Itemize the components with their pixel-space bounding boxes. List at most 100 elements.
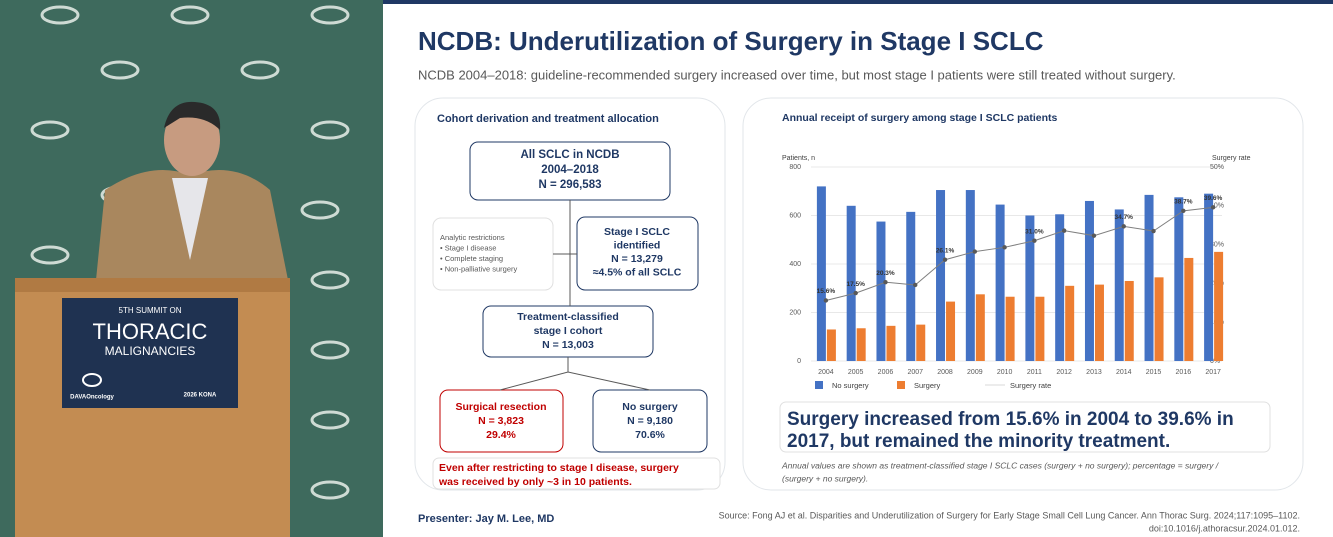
logo-icon (82, 373, 102, 387)
bar (1005, 296, 1015, 361)
panel-title: Cohort derivation and treatment allocati… (437, 113, 659, 125)
legend-swatch (815, 381, 823, 389)
flow-node-text: N = 3,823 (478, 415, 524, 427)
bar (1174, 197, 1184, 361)
bar (965, 190, 975, 361)
podium-text: THORACIC (93, 319, 208, 344)
bar (1184, 257, 1194, 361)
x-tick-label: 2015 (1146, 369, 1162, 376)
rate-marker (1121, 224, 1126, 229)
rate-marker (1181, 208, 1186, 214)
rate-marker (823, 298, 829, 303)
legend-label: No surgery (832, 381, 869, 390)
podium-logo: DAVAOncology (70, 395, 114, 401)
bar (886, 325, 896, 361)
rate-marker (942, 257, 948, 262)
podium-text: MALIGNANCIES (105, 344, 196, 358)
flow-note: was received by only ~3 in 10 patients. (438, 476, 632, 488)
highlight-box (779, 401, 1271, 453)
flow-node-text: 70.6% (635, 429, 665, 441)
flow-node-text: 2004–2018 (541, 164, 599, 176)
flow-node-text: • Non-palliative surgery (440, 264, 517, 273)
bar (1144, 194, 1154, 361)
data-label: 26.1% (936, 247, 955, 254)
rate-marker (883, 280, 888, 285)
rate-marker (1210, 205, 1216, 210)
flow-node-text: Surgical resection (455, 401, 546, 413)
y-tick-label: 0 (797, 358, 801, 365)
podium-sign (62, 298, 238, 408)
bar (946, 301, 956, 361)
flow-node-text: • Complete staging (440, 254, 503, 263)
bar (1154, 277, 1164, 361)
flow-node-text: 29.4% (486, 429, 516, 441)
highlight-text: 2017, but remained the minority treatmen… (787, 431, 1170, 452)
x-tick-label: 2006 (878, 369, 894, 376)
podium-logo: 2026 KONA (184, 393, 217, 399)
y-axis-title: Patients, n (782, 155, 815, 162)
rate-marker (972, 249, 978, 254)
speaker-hair (164, 101, 221, 130)
x-tick-label: 2014 (1116, 369, 1132, 376)
note-box (432, 457, 721, 490)
flow-node-text: N = 296,583 (539, 179, 602, 191)
footnote: Annual values are shown as treatment-cla… (781, 460, 1220, 470)
rate-line (825, 206, 1214, 301)
legend-swatch (897, 381, 905, 389)
bar (975, 294, 985, 361)
bar (846, 205, 856, 361)
bar (1035, 296, 1045, 361)
y2-tick-label: 30% (1210, 241, 1224, 248)
flow-node-text: All SCLC in NCDB (520, 149, 619, 161)
flow-node-text: • Stage I disease (440, 243, 496, 252)
rate-marker (1061, 228, 1067, 233)
flow-node-text: Treatment-classified (517, 311, 619, 323)
rate-marker (1032, 238, 1037, 243)
chart-title: Annual receipt of surgery among stage I … (782, 112, 1058, 124)
y-tick-label: 400 (789, 261, 801, 268)
flow-node-text: Stage I SCLC (604, 226, 670, 238)
podium-top (15, 278, 290, 292)
connectors (499, 200, 651, 391)
bar (1214, 251, 1224, 361)
chart-panel (742, 97, 1304, 491)
x-tick-label: 2007 (907, 369, 923, 376)
x-tick-label: 2005 (848, 369, 864, 376)
y2-tick-label: 50% (1210, 164, 1224, 171)
bar (1055, 214, 1065, 361)
x-tick-label: 2016 (1176, 369, 1192, 376)
legend-label: Surgery (914, 381, 941, 390)
flow-node-text: stage I cohort (534, 325, 603, 337)
flow-note: Even after restricting to stage I diseas… (439, 462, 679, 474)
slide-top-bar (383, 0, 1333, 4)
data-label: 31.0% (1025, 228, 1044, 235)
highlight-text: Surgery increased from 15.6% in 2004 to … (787, 409, 1234, 430)
source: doi:10.1016/j.athoracsur.2024.01.012. (1149, 523, 1300, 533)
flow-node-text: No surgery (622, 401, 678, 413)
data-label: 20.3% (876, 270, 895, 277)
x-tick-label: 2004 (818, 369, 834, 376)
flow-node-text: identified (614, 239, 661, 251)
bar (906, 211, 916, 361)
bar (1114, 209, 1124, 361)
data-label: 39.6% (1204, 195, 1223, 202)
flow-node-text: N = 13,003 (542, 339, 594, 351)
speaker-shirt (172, 178, 208, 260)
y-tick-label: 600 (789, 212, 801, 219)
y-tick-label: 800 (789, 164, 801, 171)
bar (1065, 285, 1075, 361)
bar (936, 190, 946, 361)
flow-node-text: N = 9,180 (627, 415, 673, 427)
bar (1094, 284, 1104, 361)
flow-node-text: N = 13,279 (611, 253, 663, 265)
y2-tick-label: 0% (1210, 358, 1220, 365)
flow-boxes (469, 141, 708, 453)
slide-title: NCDB: Underutilization of Surgery in Sta… (418, 26, 1044, 56)
flow-node-text: ≈4.5% of all SCLC (593, 266, 682, 278)
x-tick-label: 2013 (1086, 369, 1102, 376)
bar (1084, 200, 1094, 361)
bar (1025, 215, 1035, 361)
rate-marker (1091, 233, 1097, 238)
data-label: 34.7% (1115, 214, 1134, 221)
